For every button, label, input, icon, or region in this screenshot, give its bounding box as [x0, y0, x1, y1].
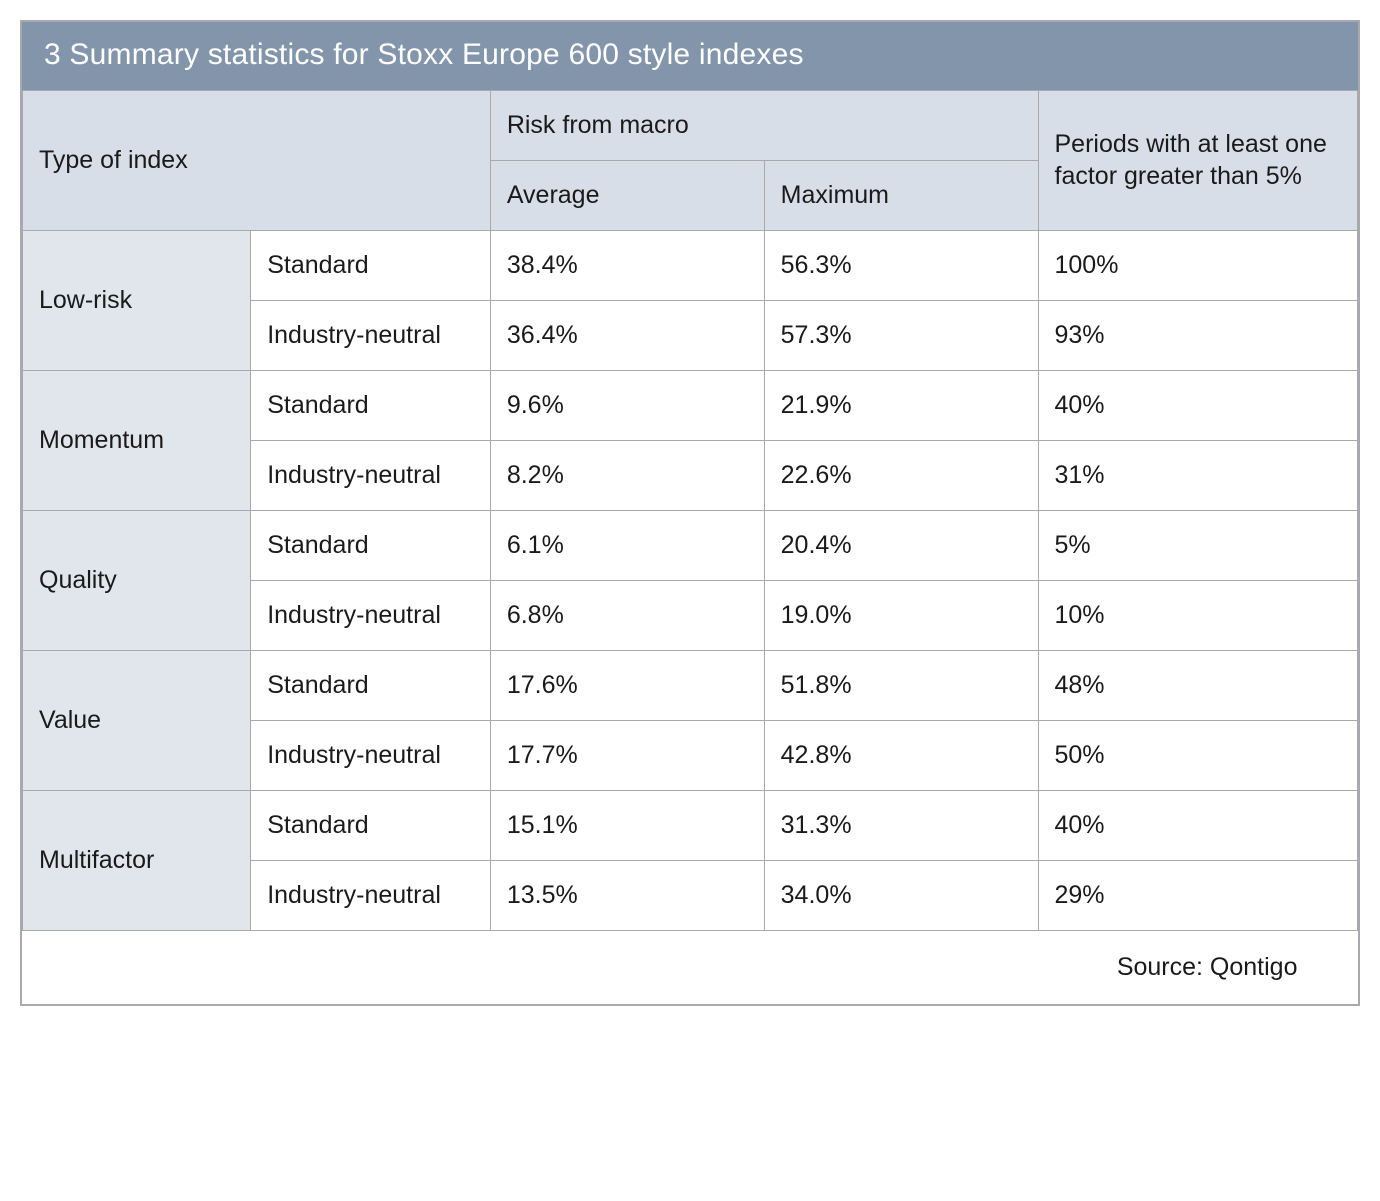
periods-cell: 93%	[1038, 301, 1358, 371]
periods-cell: 100%	[1038, 231, 1358, 301]
variant-cell: Standard	[251, 651, 491, 721]
cat-cell: Multifactor	[23, 791, 251, 931]
periods-cell: 10%	[1038, 581, 1358, 651]
table-row: Momentum Standard 9.6% 21.9% 40%	[23, 371, 1358, 441]
variant-cell: Industry-neutral	[251, 721, 491, 791]
avg-cell: 8.2%	[490, 441, 764, 511]
variant-cell: Industry-neutral	[251, 441, 491, 511]
variant-cell: Industry-neutral	[251, 861, 491, 931]
source-label: Source: Qontigo	[23, 931, 1358, 1005]
cat-cell: Low-risk	[23, 231, 251, 371]
periods-cell: 40%	[1038, 371, 1358, 441]
hdr-average: Average	[490, 161, 764, 231]
periods-cell: 31%	[1038, 441, 1358, 511]
table-row: Value Standard 17.6% 51.8% 48%	[23, 651, 1358, 721]
cat-cell: Momentum	[23, 371, 251, 511]
avg-cell: 13.5%	[490, 861, 764, 931]
avg-cell: 36.4%	[490, 301, 764, 371]
variant-cell: Industry-neutral	[251, 581, 491, 651]
cat-cell: Quality	[23, 511, 251, 651]
avg-cell: 6.8%	[490, 581, 764, 651]
table-body: Low-risk Standard 38.4% 56.3% 100% Indus…	[23, 231, 1358, 1005]
table-row: Low-risk Standard 38.4% 56.3% 100%	[23, 231, 1358, 301]
max-cell: 34.0%	[764, 861, 1038, 931]
table-row: Multifactor Standard 15.1% 31.3% 40%	[23, 791, 1358, 861]
source-row: Source: Qontigo	[23, 931, 1358, 1005]
periods-cell: 50%	[1038, 721, 1358, 791]
hdr-risk-from-macro: Risk from macro	[490, 91, 1038, 161]
summary-stats-table: 3 Summary statistics for Stoxx Europe 60…	[20, 20, 1360, 1006]
table-header: Type of index Risk from macro Periods wi…	[23, 91, 1358, 231]
table-title: 3 Summary statistics for Stoxx Europe 60…	[22, 20, 1358, 90]
variant-cell: Standard	[251, 791, 491, 861]
periods-cell: 29%	[1038, 861, 1358, 931]
cat-cell: Value	[23, 651, 251, 791]
max-cell: 21.9%	[764, 371, 1038, 441]
table-row: Quality Standard 6.1% 20.4% 5%	[23, 511, 1358, 581]
variant-cell: Industry-neutral	[251, 301, 491, 371]
max-cell: 22.6%	[764, 441, 1038, 511]
hdr-periods: Periods with at least one factor greater…	[1038, 91, 1358, 231]
max-cell: 51.8%	[764, 651, 1038, 721]
hdr-maximum: Maximum	[764, 161, 1038, 231]
avg-cell: 6.1%	[490, 511, 764, 581]
avg-cell: 38.4%	[490, 231, 764, 301]
periods-cell: 40%	[1038, 791, 1358, 861]
avg-cell: 9.6%	[490, 371, 764, 441]
max-cell: 56.3%	[764, 231, 1038, 301]
hdr-type-of-index: Type of index	[23, 91, 491, 231]
periods-cell: 5%	[1038, 511, 1358, 581]
periods-cell: 48%	[1038, 651, 1358, 721]
variant-cell: Standard	[251, 371, 491, 441]
avg-cell: 15.1%	[490, 791, 764, 861]
variant-cell: Standard	[251, 231, 491, 301]
max-cell: 20.4%	[764, 511, 1038, 581]
max-cell: 57.3%	[764, 301, 1038, 371]
avg-cell: 17.6%	[490, 651, 764, 721]
max-cell: 19.0%	[764, 581, 1038, 651]
max-cell: 31.3%	[764, 791, 1038, 861]
variant-cell: Standard	[251, 511, 491, 581]
stats-table: Type of index Risk from macro Periods wi…	[22, 90, 1358, 1004]
avg-cell: 17.7%	[490, 721, 764, 791]
max-cell: 42.8%	[764, 721, 1038, 791]
